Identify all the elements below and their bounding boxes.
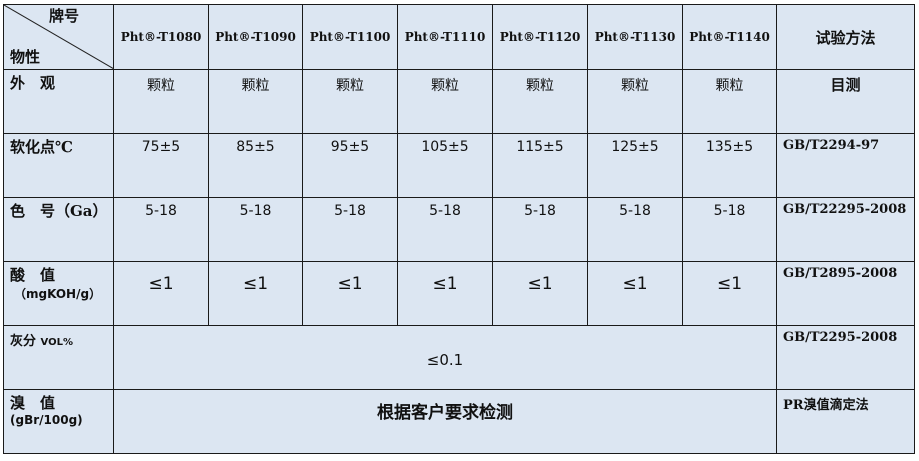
- property-value: 115±5: [492, 133, 588, 198]
- property-value: 颗粒: [682, 69, 777, 134]
- ash-method: GB/T2295-2008: [776, 325, 915, 390]
- grade-header: Pht®-T1090: [208, 4, 303, 70]
- property-value: 颗粒: [587, 69, 683, 134]
- property-value: 颗粒: [302, 69, 398, 134]
- property-value: ≤1: [208, 261, 303, 326]
- property-value: 5-18: [587, 197, 683, 262]
- ash-label: 灰分 VOL%: [3, 325, 114, 390]
- grade-header: Pht®-T1080: [113, 4, 209, 70]
- corner-bottom-label: 物性: [10, 48, 41, 66]
- grade-header: Pht®-T1100: [302, 4, 398, 70]
- property-value: 颗粒: [208, 69, 303, 134]
- property-value: ≤1: [302, 261, 398, 326]
- property-value: 颗粒: [397, 69, 493, 134]
- ash-value: ≤0.1: [113, 325, 777, 390]
- grade-header: Pht®-T1120: [492, 4, 588, 70]
- bromine-label: 溴 值 (gBr/100g): [3, 389, 114, 454]
- property-value: 5-18: [302, 197, 398, 262]
- property-label: 外 观: [3, 69, 114, 134]
- property-value: 95±5: [302, 133, 398, 198]
- property-value: 135±5: [682, 133, 777, 198]
- property-value: 5-18: [397, 197, 493, 262]
- property-value: ≤1: [587, 261, 683, 326]
- grade-header: Pht®-T1140: [682, 4, 777, 70]
- diagonal-line: [4, 5, 114, 69]
- property-label: 软化点℃: [3, 133, 114, 198]
- property-value: 105±5: [397, 133, 493, 198]
- bromine-value: 根据客户要求检测: [113, 389, 777, 454]
- property-value: 颗粒: [113, 69, 209, 134]
- bromine-method: PR溴值滴定法: [776, 389, 915, 454]
- property-value: ≤1: [492, 261, 588, 326]
- property-row: 酸 值（mgKOH/g） ≤1 ≤1 ≤1 ≤1 ≤1 ≤1 ≤1 GB/T2895-2008: [3, 261, 915, 326]
- method-header: 试验方法: [776, 4, 915, 70]
- property-value: 85±5: [208, 133, 303, 198]
- property-value: ≤1: [397, 261, 493, 326]
- test-method: GB/T2895-2008: [776, 261, 915, 326]
- property-value: 5-18: [682, 197, 777, 262]
- property-row: 色 号（Ga） 5-18 5-18 5-18 5-18 5-18 5-18 5-18 GB/T2…: [3, 197, 915, 262]
- ash-row: 灰分 VOL% ≤0.1 GB/T2295-2008: [3, 325, 915, 390]
- test-method: 目测: [776, 69, 915, 134]
- property-label: 酸 值（mgKOH/g）: [3, 261, 114, 326]
- property-row: 软化点℃ 75±5 85±5 95±5 105±5 115±5 125±5 135±5 GB/T…: [3, 133, 915, 198]
- header-row: 牌号 物性 Pht®-T1080 Pht®-T1090 Pht®-T1100 P…: [3, 4, 915, 70]
- test-method: GB/T22295-2008: [776, 197, 915, 262]
- property-value: 125±5: [587, 133, 683, 198]
- property-row: 外 观颗粒 颗粒 颗粒 颗粒 颗粒 颗粒 颗粒 目测: [3, 69, 915, 134]
- property-value: 75±5: [113, 133, 209, 198]
- bromine-row: 溴 值 (gBr/100g) 根据客户要求检测 PR溴值滴定法: [3, 389, 915, 454]
- property-label: 色 号（Ga）: [3, 197, 114, 262]
- corner-top-label: 牌号: [48, 7, 79, 25]
- property-value: ≤1: [113, 261, 209, 326]
- property-value: 颗粒: [492, 69, 588, 134]
- spec-table: 牌号 物性 Pht®-T1080 Pht®-T1090 Pht®-T1100 P…: [3, 4, 915, 454]
- property-value: 5-18: [113, 197, 209, 262]
- grade-header: Pht®-T1130: [587, 4, 683, 70]
- property-value: 5-18: [492, 197, 588, 262]
- property-value: ≤1: [682, 261, 777, 326]
- grade-header: Pht®-T1110: [397, 4, 493, 70]
- corner-cell: 牌号 物性: [3, 4, 114, 70]
- test-method: GB/T2294-97: [776, 133, 915, 198]
- property-value: 5-18: [208, 197, 303, 262]
